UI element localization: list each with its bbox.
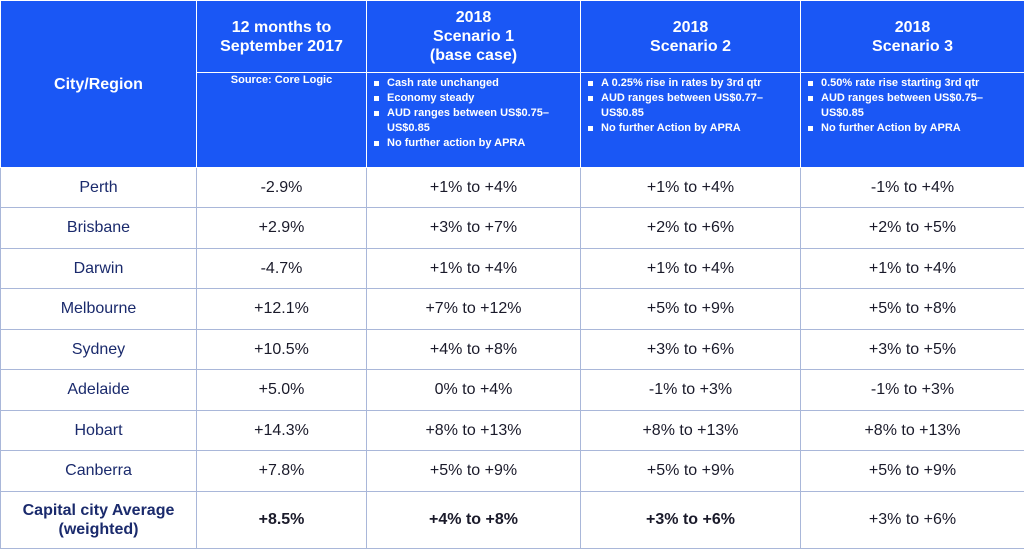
scenario-1-cell: 0% to +4%	[367, 370, 581, 411]
scenario-1-cell: +1% to +4%	[367, 249, 581, 289]
past-value-cell: +2.9%	[197, 208, 367, 249]
scenario-2-cell: +3% to +6%	[581, 492, 801, 549]
scenario-2-cell: +3% to +6%	[581, 330, 801, 370]
city-cell: Canberra	[1, 451, 197, 492]
table-row: Perth -2.9% +1% to +4% +1% to +4% -1% to…	[1, 168, 1024, 208]
city-cell: Hobart	[1, 411, 197, 451]
scenario-2-cell: +5% to +9%	[581, 289, 801, 330]
header-title: 2018 Scenario 1 (base case)	[430, 9, 517, 64]
city-cell: Perth	[1, 168, 197, 208]
scenario-1-cell: +5% to +9%	[367, 451, 581, 492]
scenario-2-cell: +5% to +9%	[581, 451, 801, 492]
scenario-2-notes: A 0.25% rise in rates by 3rd qtr AUD ran…	[581, 73, 801, 168]
scenario-3-cell: +1% to +4%	[801, 249, 1024, 289]
bullet-item: Economy steady	[387, 91, 576, 106]
scenario-3-cell: +3% to +6%	[801, 492, 1024, 549]
past-value-cell: +7.8%	[197, 451, 367, 492]
scenario-1-cell: +1% to +4%	[367, 168, 581, 208]
scenario-1-cell: +4% to +8%	[367, 492, 581, 549]
bullet-item: AUD ranges between US$0.77–US$0.85	[601, 91, 796, 121]
past-value-cell: +8.5%	[197, 492, 367, 549]
scenario-1-notes: Cash rate unchanged Economy steady AUD r…	[367, 73, 581, 168]
past-value-cell: +12.1%	[197, 289, 367, 330]
scenario-3-cell: +8% to +13%	[801, 411, 1024, 451]
bullet-item: Cash rate unchanged	[387, 76, 576, 91]
scenario-2-cell: +8% to +13%	[581, 411, 801, 451]
table-row: Darwin -4.7% +1% to +4% +1% to +4% +1% t…	[1, 249, 1024, 289]
past-value-cell: -2.9%	[197, 168, 367, 208]
source-note: Source: Core Logic	[197, 73, 367, 168]
average-label: Capital city Average (weighted)	[23, 502, 175, 538]
past-value-cell: +5.0%	[197, 370, 367, 411]
scenario-3-cell: -1% to +3%	[801, 370, 1024, 411]
average-label-cell: Capital city Average (weighted)	[1, 492, 197, 549]
bullet-item: AUD ranges between US$0.75–US$0.85	[387, 106, 576, 136]
table-row: Adelaide +5.0% 0% to +4% -1% to +3% -1% …	[1, 370, 1024, 411]
header-title: 2018 Scenario 2	[650, 19, 731, 55]
scenario-3-cell: +5% to +9%	[801, 451, 1024, 492]
table-row: Hobart +14.3% +8% to +13% +8% to +13% +8…	[1, 411, 1024, 451]
scenario-3-cell: +5% to +8%	[801, 289, 1024, 330]
column-header-scenario-3: 2018 Scenario 3	[801, 1, 1024, 73]
scenario-3-cell: +3% to +5%	[801, 330, 1024, 370]
table-row: Melbourne +12.1% +7% to +12% +5% to +9% …	[1, 289, 1024, 330]
scenario-3-notes: 0.50% rate rise starting 3rd qtr AUD ran…	[801, 73, 1024, 168]
column-header-2017: 12 months to September 2017	[197, 1, 367, 73]
bullet-item: No further action by APRA	[387, 136, 576, 151]
city-cell: Darwin	[1, 249, 197, 289]
bullet-item: A 0.25% rise in rates by 3rd qtr	[601, 76, 796, 91]
scenario-2-cell: +2% to +6%	[581, 208, 801, 249]
bullet-item: 0.50% rate rise starting 3rd qtr	[821, 76, 1020, 91]
scenario-1-cell: +4% to +8%	[367, 330, 581, 370]
scenario-2-cell: -1% to +3%	[581, 370, 801, 411]
table-row: Sydney +10.5% +4% to +8% +3% to +6% +3% …	[1, 330, 1024, 370]
past-value-cell: +14.3%	[197, 411, 367, 451]
header-title: 12 months to September 2017	[220, 19, 343, 55]
scenario-1-cell: +7% to +12%	[367, 289, 581, 330]
scenario-2-cell: +1% to +4%	[581, 168, 801, 208]
column-header-scenario-1: 2018 Scenario 1 (base case)	[367, 1, 581, 73]
header-title: 2018 Scenario 3	[872, 19, 953, 55]
bullet-item: AUD ranges between US$0.75–US$0.85	[821, 91, 1020, 121]
city-region-header: City/Region	[1, 1, 197, 168]
scenario-3-cell: +2% to +5%	[801, 208, 1024, 249]
scenario-2-cell: +1% to +4%	[581, 249, 801, 289]
table-row: Brisbane +2.9% +3% to +7% +2% to +6% +2%…	[1, 208, 1024, 249]
bullet-item: No further Action by APRA	[601, 121, 796, 136]
scenario-1-cell: +3% to +7%	[367, 208, 581, 249]
scenario-3-cell: -1% to +4%	[801, 168, 1024, 208]
table-row: Canberra +7.8% +5% to +9% +5% to +9% +5%…	[1, 451, 1024, 492]
past-value-cell: +10.5%	[197, 330, 367, 370]
bullet-item: No further Action by APRA	[821, 121, 1020, 136]
city-cell: Adelaide	[1, 370, 197, 411]
city-cell: Brisbane	[1, 208, 197, 249]
city-cell: Sydney	[1, 330, 197, 370]
average-row: Capital city Average (weighted) +8.5% +4…	[1, 492, 1024, 549]
column-header-scenario-2: 2018 Scenario 2	[581, 1, 801, 73]
scenario-1-cell: +8% to +13%	[367, 411, 581, 451]
city-cell: Melbourne	[1, 289, 197, 330]
past-value-cell: -4.7%	[197, 249, 367, 289]
